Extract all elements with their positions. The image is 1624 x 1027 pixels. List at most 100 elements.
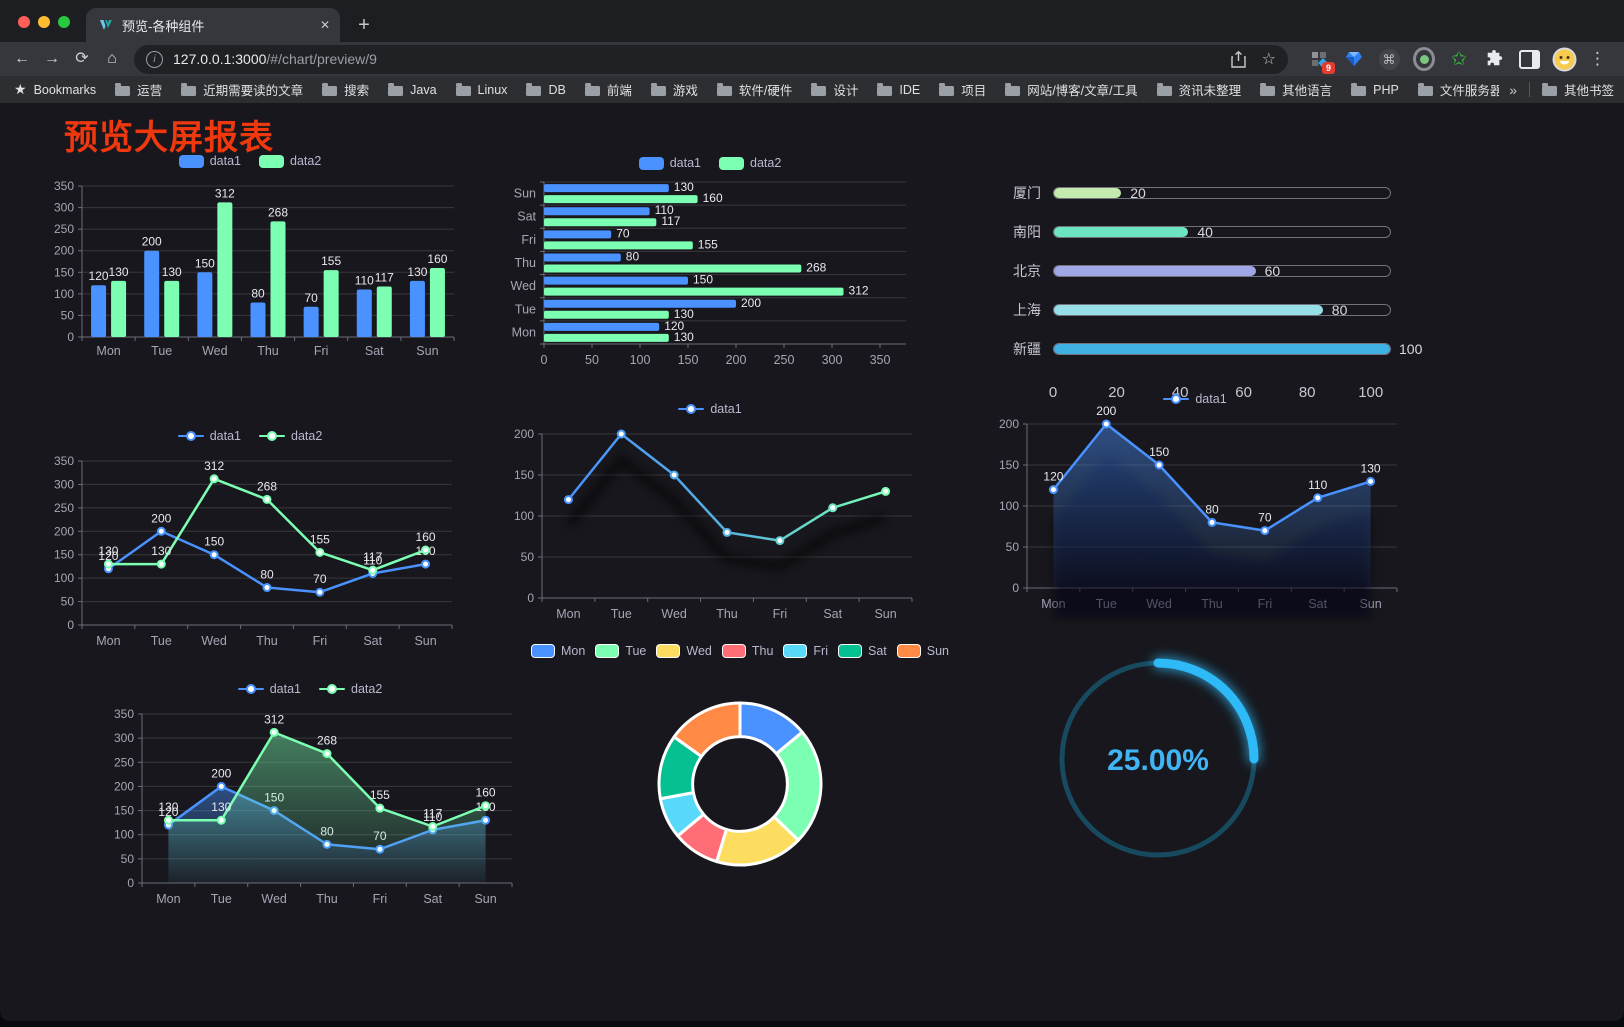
data-point[interactable] xyxy=(563,495,573,505)
legend-item[interactable]: Mon xyxy=(530,644,585,658)
bar[interactable] xyxy=(429,267,445,337)
close-window-button[interactable] xyxy=(18,16,30,28)
data-point[interactable] xyxy=(1366,476,1376,486)
command-extension-icon[interactable]: ⌘ xyxy=(1378,48,1400,70)
data-point[interactable] xyxy=(428,822,438,832)
bar[interactable] xyxy=(544,287,844,296)
data-point[interactable] xyxy=(775,536,785,546)
data-point[interactable] xyxy=(322,749,332,759)
bookmark-star-icon[interactable]: ☆ xyxy=(1261,51,1276,68)
data-point[interactable] xyxy=(209,550,219,560)
legend-item[interactable]: data1 xyxy=(177,429,241,443)
progress-track[interactable]: 80 xyxy=(1053,302,1391,318)
bar[interactable] xyxy=(544,264,802,273)
bar[interactable] xyxy=(544,195,698,204)
legend-item[interactable]: data2 xyxy=(259,429,322,443)
bar[interactable] xyxy=(409,280,425,337)
browser-menu-button[interactable]: ⋮ xyxy=(1589,49,1606,68)
progress-track[interactable]: 100 xyxy=(1053,341,1422,357)
legend-item[interactable]: Sat xyxy=(838,644,887,658)
bookmark-folder[interactable]: 运营 xyxy=(115,80,162,99)
bookmark-folder[interactable]: 近期需要读的文章 xyxy=(181,80,303,99)
record-extension-icon[interactable] xyxy=(1413,47,1435,71)
data-point[interactable] xyxy=(722,527,732,537)
data-point[interactable] xyxy=(828,503,838,513)
bookmark-folder[interactable]: 文件服务器 xyxy=(1417,80,1502,99)
bar[interactable] xyxy=(164,280,180,337)
bar[interactable] xyxy=(197,272,213,337)
bookmark-folder[interactable]: 游戏 xyxy=(650,80,698,99)
gem-extension-icon[interactable] xyxy=(1343,48,1365,70)
reload-button[interactable]: ⟳ xyxy=(75,50,89,67)
bar[interactable] xyxy=(544,230,612,239)
bookmark-folder[interactable]: 搜索 xyxy=(322,80,369,99)
bookmark-folder[interactable]: 前端 xyxy=(584,80,632,99)
legend-item[interactable]: data1 xyxy=(678,402,742,416)
bookmark-folder[interactable]: 软件/硬件 xyxy=(716,80,792,99)
data-point[interactable] xyxy=(262,583,272,593)
minimize-window-button[interactable] xyxy=(38,16,50,28)
profile-avatar[interactable] xyxy=(1552,47,1576,71)
data-point[interactable] xyxy=(216,781,226,791)
data-point[interactable] xyxy=(1207,517,1217,527)
bar[interactable] xyxy=(91,285,107,337)
bar[interactable] xyxy=(376,286,392,337)
bar[interactable] xyxy=(544,299,736,308)
data-point[interactable] xyxy=(481,801,491,811)
bar[interactable] xyxy=(544,333,669,342)
data-point[interactable] xyxy=(616,429,626,439)
bar[interactable] xyxy=(544,207,650,216)
bookmark-folder[interactable]: PHP xyxy=(1351,80,1399,99)
address-bar[interactable]: i 127.0.0.1:3000/#/chart/preview/9 ☆ xyxy=(134,44,1288,74)
data-point[interactable] xyxy=(315,587,325,597)
bookmarks-manager[interactable]: ★ Bookmarks xyxy=(14,81,96,98)
data-point[interactable] xyxy=(368,565,378,575)
star-extension-icon[interactable]: ✩ xyxy=(1448,48,1470,70)
bar[interactable] xyxy=(356,289,372,337)
bookmark-folder[interactable]: 项目 xyxy=(939,80,986,99)
tab-close-icon[interactable]: ✕ xyxy=(319,18,330,32)
data-point[interactable] xyxy=(669,470,679,480)
data-point[interactable] xyxy=(269,727,279,737)
data-point[interactable] xyxy=(375,803,385,813)
zoom-window-button[interactable] xyxy=(58,16,70,28)
data-point[interactable] xyxy=(262,494,272,504)
bar[interactable] xyxy=(217,202,233,337)
legend-item[interactable]: data1 xyxy=(1163,392,1227,406)
bookmark-folder[interactable]: 设计 xyxy=(811,80,858,99)
bookmark-folder[interactable]: 其他语言 xyxy=(1260,80,1332,99)
side-panel-button[interactable] xyxy=(1518,48,1540,70)
extension-grid-icon[interactable]: 9 xyxy=(1308,48,1335,74)
pie-slice[interactable] xyxy=(672,701,742,758)
data-point[interactable] xyxy=(1313,493,1323,503)
back-button[interactable]: ← xyxy=(14,50,30,67)
data-point[interactable] xyxy=(1101,419,1111,429)
progress-track[interactable]: 20 xyxy=(1053,185,1391,201)
legend-item[interactable]: Thu xyxy=(721,644,773,658)
bar[interactable] xyxy=(544,184,669,193)
legend-item[interactable]: Tue xyxy=(595,644,646,658)
bar[interactable] xyxy=(544,322,660,331)
bar[interactable] xyxy=(270,221,286,337)
home-button[interactable]: ⌂ xyxy=(107,50,117,67)
data-point[interactable] xyxy=(421,559,431,569)
bar[interactable] xyxy=(544,310,669,319)
legend-item[interactable]: data2 xyxy=(719,156,781,170)
legend-item[interactable]: Sun xyxy=(896,644,949,658)
gauge-progress[interactable] xyxy=(1153,658,1259,764)
browser-tab[interactable]: 预览-各种组件 ✕ xyxy=(86,8,340,42)
other-bookmarks-folder[interactable]: 其他书签 xyxy=(1541,80,1614,99)
bookmark-folder[interactable]: Linux xyxy=(455,80,507,99)
legend-item[interactable]: Wed xyxy=(656,644,712,658)
forward-button[interactable]: → xyxy=(44,50,60,67)
bookmark-folder[interactable]: Java xyxy=(388,80,437,99)
new-tab-button[interactable]: + xyxy=(358,14,370,36)
data-point[interactable] xyxy=(1260,526,1270,536)
bar[interactable] xyxy=(323,270,339,337)
share-icon[interactable] xyxy=(1230,50,1246,68)
extensions-puzzle-button[interactable] xyxy=(1483,48,1505,70)
data-point[interactable] xyxy=(216,815,226,825)
bar[interactable] xyxy=(544,276,688,285)
progress-track[interactable]: 60 xyxy=(1053,263,1391,279)
site-info-icon[interactable]: i xyxy=(146,50,163,68)
